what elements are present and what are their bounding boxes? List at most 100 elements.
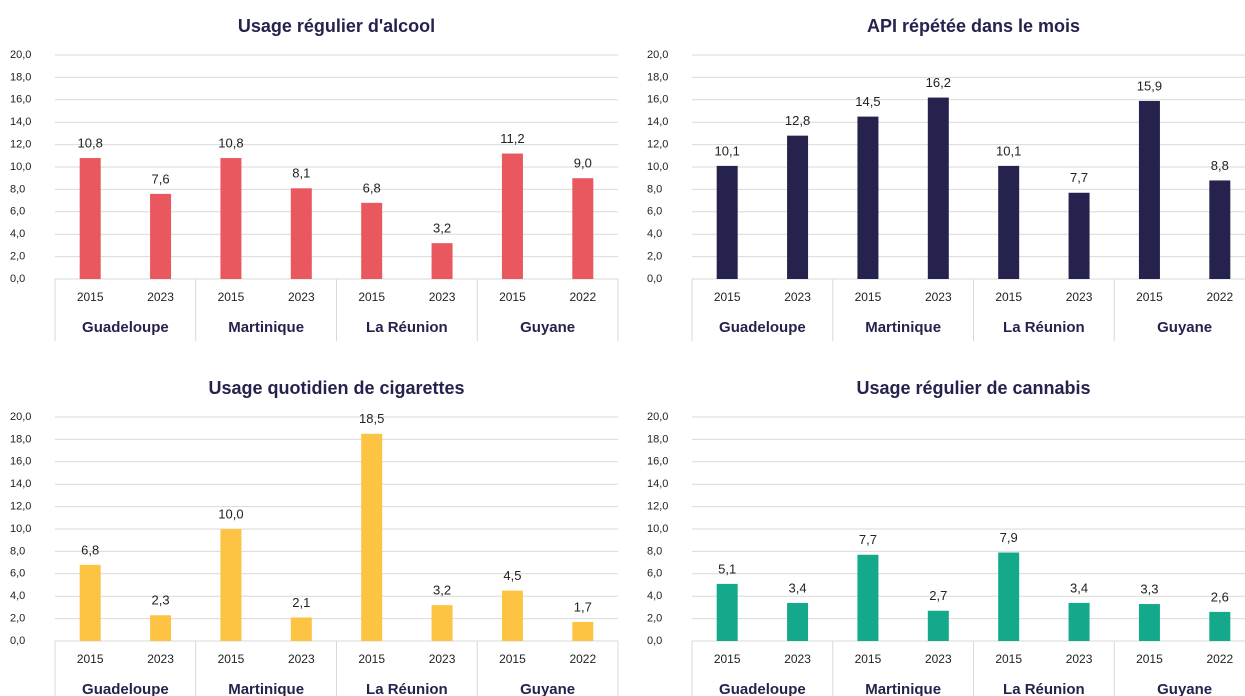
y-tick-label: 18,0 (10, 71, 31, 83)
bar (716, 583, 738, 641)
y-tick-label: 18,0 (10, 433, 31, 445)
value-label: 3,2 (433, 221, 451, 236)
bar (361, 202, 383, 279)
x-tick-label: 2022 (1206, 652, 1233, 666)
x-tick-label: 2015 (1136, 290, 1163, 304)
x-tick-label: 2015 (77, 652, 104, 666)
y-tick-label: 10,0 (647, 161, 668, 173)
x-tick-label: 2023 (429, 290, 456, 304)
x-tick-label: 2015 (499, 290, 526, 304)
bar (1209, 611, 1231, 641)
value-label: 3,4 (1070, 580, 1088, 595)
y-tick-label: 12,0 (10, 501, 31, 513)
x-tick-label: 2015 (995, 290, 1022, 304)
group-label: Guadeloupe (82, 319, 169, 336)
x-tick-label: 2015 (358, 290, 385, 304)
bar (716, 165, 738, 279)
chart-title: Usage régulier de cannabis (856, 378, 1090, 398)
bar (1138, 604, 1160, 641)
x-tick-label: 2023 (925, 652, 952, 666)
y-tick-label: 16,0 (10, 456, 31, 468)
value-label: 10,1 (996, 143, 1021, 158)
value-label: 18,5 (359, 411, 384, 426)
value-label: 1,7 (574, 599, 592, 614)
y-tick-label: 6,0 (10, 206, 25, 218)
group-label: Guadeloupe (719, 681, 806, 696)
group-label: La Réunion (366, 319, 448, 336)
value-label: 8,1 (292, 166, 310, 181)
group-label: Martinique (228, 319, 304, 336)
chart-title: API répétée dans le mois (867, 16, 1080, 36)
value-label: 5,1 (718, 561, 736, 576)
bar (857, 116, 879, 279)
bar (787, 602, 809, 641)
group-label: Guyane (520, 681, 575, 696)
y-tick-label: 14,0 (10, 478, 31, 490)
bar (787, 135, 809, 279)
y-tick-label: 8,0 (10, 545, 25, 557)
y-tick-label: 10,0 (10, 161, 31, 173)
x-tick-label: 2023 (784, 652, 811, 666)
x-tick-label: 2023 (925, 290, 952, 304)
y-tick-label: 16,0 (647, 94, 668, 106)
y-tick-label: 14,0 (647, 478, 668, 490)
bar (79, 158, 101, 279)
x-tick-label: 2023 (288, 290, 315, 304)
y-tick-label: 20,0 (10, 411, 31, 423)
y-tick-label: 16,0 (10, 94, 31, 106)
chart-title: Usage régulier d'alcool (238, 16, 435, 36)
x-tick-label: 2015 (855, 290, 882, 304)
y-tick-label: 8,0 (10, 183, 25, 195)
x-tick-label: 2015 (358, 652, 385, 666)
y-tick-label: 6,0 (10, 568, 25, 580)
y-tick-label: 20,0 (10, 49, 31, 61)
x-tick-label: 2023 (1066, 290, 1093, 304)
bar (998, 552, 1020, 641)
group-label: Martinique (228, 681, 304, 696)
y-tick-label: 2,0 (10, 613, 25, 625)
y-tick-label: 6,0 (647, 568, 662, 580)
y-tick-label: 8,0 (647, 545, 662, 557)
bar (79, 564, 101, 641)
group-label: Martinique (865, 681, 941, 696)
x-tick-label: 2023 (147, 290, 174, 304)
y-tick-label: 18,0 (647, 433, 668, 445)
bar (290, 188, 312, 279)
y-tick-label: 4,0 (647, 590, 662, 602)
bar (431, 243, 453, 279)
value-label: 12,8 (785, 113, 810, 128)
group-label: La Réunion (1003, 681, 1085, 696)
x-tick-label: 2023 (288, 652, 315, 666)
value-label: 16,2 (926, 75, 951, 90)
y-tick-label: 20,0 (647, 49, 668, 61)
value-label: 3,4 (789, 580, 807, 595)
x-tick-label: 2015 (1136, 652, 1163, 666)
y-tick-label: 4,0 (10, 590, 25, 602)
value-label: 6,8 (363, 180, 381, 195)
x-tick-label: 2022 (569, 652, 596, 666)
y-tick-label: 0,0 (10, 273, 25, 285)
bar (927, 97, 949, 279)
y-tick-label: 0,0 (647, 273, 662, 285)
value-label: 7,9 (1000, 530, 1018, 545)
x-tick-label: 2023 (429, 652, 456, 666)
y-tick-label: 20,0 (647, 411, 668, 423)
bar (1138, 100, 1160, 279)
y-tick-label: 12,0 (647, 501, 668, 513)
x-tick-label: 2015 (714, 652, 741, 666)
y-tick-label: 18,0 (647, 71, 668, 83)
x-tick-label: 2015 (218, 290, 245, 304)
y-tick-label: 14,0 (10, 116, 31, 128)
y-tick-label: 12,0 (647, 139, 668, 151)
value-label: 3,2 (433, 583, 451, 598)
x-tick-label: 2023 (1066, 652, 1093, 666)
x-tick-label: 2023 (784, 290, 811, 304)
bar (220, 529, 242, 641)
x-tick-label: 2022 (569, 290, 596, 304)
value-label: 10,0 (218, 506, 243, 521)
value-label: 15,9 (1137, 78, 1162, 93)
y-tick-label: 10,0 (647, 523, 668, 535)
y-tick-label: 4,0 (10, 228, 25, 240)
